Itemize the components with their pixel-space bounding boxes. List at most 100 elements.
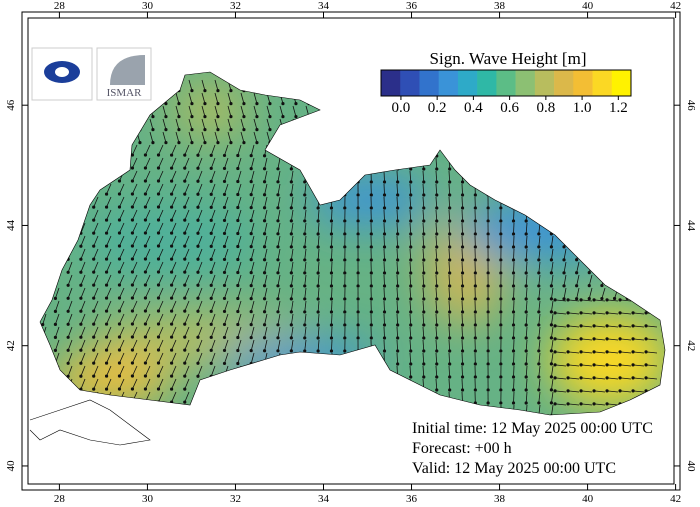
- arrow-head: [448, 375, 452, 379]
- arrow-head: [170, 153, 174, 157]
- wave-arrow: [224, 170, 229, 182]
- arrow-head: [156, 205, 161, 209]
- wave-arrow: [383, 222, 385, 235]
- arrow-head: [369, 336, 373, 340]
- arrow-head: [249, 232, 253, 236]
- wave-arrow: [214, 131, 219, 143]
- wave-arrow: [435, 170, 438, 183]
- wave-arrow: [197, 352, 203, 364]
- arrow-head: [460, 219, 465, 223]
- arrow-head: [170, 179, 174, 183]
- lon-label: 28: [54, 493, 66, 505]
- arrow-head: [343, 323, 347, 327]
- arrow-head: [117, 374, 122, 378]
- wave-arrow: [158, 274, 164, 286]
- wave-arrow: [214, 92, 219, 104]
- wave-arrow: [538, 352, 541, 364]
- arrow-head: [143, 387, 148, 391]
- wave-arrow: [93, 248, 99, 260]
- wave-arrow: [331, 274, 333, 287]
- wave-arrow: [171, 235, 177, 247]
- arrow-head: [209, 270, 213, 274]
- wave-arrow: [171, 274, 177, 286]
- arrow-head: [170, 296, 174, 300]
- wave-arrow: [237, 157, 242, 169]
- arrow-head: [229, 127, 233, 132]
- wave-arrow: [132, 378, 138, 390]
- wave-arrow: [197, 170, 203, 182]
- wave-arrow: [184, 209, 190, 221]
- arrow-head: [203, 114, 207, 119]
- wave-arrow: [525, 300, 528, 312]
- arrow-head: [177, 127, 181, 132]
- wave-arrow: [331, 222, 333, 235]
- arrow-head: [396, 336, 400, 340]
- wave-arrow: [422, 170, 425, 183]
- colorbar-swatch: [438, 70, 459, 96]
- wave-arrow: [145, 261, 151, 273]
- arrow-head: [236, 205, 240, 210]
- arrow-head: [196, 296, 200, 300]
- wave-arrow: [435, 248, 438, 261]
- wave-arrow: [396, 183, 399, 196]
- wave-arrow: [551, 235, 554, 247]
- wave-arrow: [461, 222, 463, 235]
- arrow-head: [156, 166, 161, 170]
- arrow-head: [236, 179, 240, 184]
- wave-arrow: [132, 209, 138, 221]
- wave-arrow: [119, 248, 125, 260]
- arrow-head: [549, 310, 554, 314]
- wave-arrow: [409, 326, 412, 339]
- wave-arrow: [551, 404, 554, 415]
- wave-arrow: [607, 403, 619, 406]
- lon-label: 36: [406, 0, 418, 12]
- arrow-head: [276, 336, 280, 340]
- wave-arrow: [422, 339, 425, 352]
- arrow-head: [236, 270, 240, 275]
- arrow-head: [356, 258, 360, 262]
- arrow-head: [566, 402, 570, 406]
- arrow-head: [435, 349, 439, 353]
- arrow-head: [422, 310, 426, 314]
- arrow-head: [316, 258, 320, 262]
- arrow-head: [537, 245, 541, 249]
- info-line: Forecast: +00 h: [412, 440, 512, 457]
- wave-arrow: [106, 274, 112, 286]
- wave-arrow: [149, 118, 154, 130]
- arrow-head: [499, 245, 503, 249]
- wave-arrow: [171, 326, 177, 338]
- wave-arrow: [304, 339, 307, 351]
- arrow-head: [396, 323, 400, 327]
- wave-arrow: [93, 313, 99, 325]
- colorbar-swatch: [419, 70, 439, 96]
- wave-arrow: [93, 261, 99, 273]
- arrow-head: [183, 270, 187, 274]
- wave-arrow: [171, 365, 177, 377]
- arrow-head: [203, 88, 207, 93]
- arrow-head: [216, 140, 220, 145]
- wave-arrow: [210, 261, 216, 273]
- arrow-head: [143, 179, 148, 183]
- wave-arrow: [277, 300, 281, 312]
- wave-arrow: [581, 325, 593, 328]
- arrow-head: [329, 219, 334, 223]
- arrow-head: [170, 205, 174, 209]
- arrow-head: [66, 283, 70, 287]
- wave-arrow: [171, 339, 177, 351]
- arrow-head: [409, 362, 413, 366]
- arrow-head: [473, 245, 477, 249]
- arrow-head: [92, 348, 96, 352]
- arrow-head: [448, 297, 452, 301]
- arrow-head: [262, 232, 267, 236]
- wave-arrow: [132, 157, 138, 169]
- arrow-head: [170, 309, 174, 313]
- arrow-head: [537, 232, 541, 236]
- wave-arrow: [80, 313, 86, 325]
- arrow-head: [130, 166, 135, 170]
- wave-arrow: [594, 351, 606, 354]
- wave-arrow: [581, 312, 593, 315]
- wave-arrow: [224, 196, 229, 208]
- arrow-head: [130, 231, 135, 235]
- wave-arrow: [264, 339, 268, 351]
- arrow-head: [382, 219, 387, 223]
